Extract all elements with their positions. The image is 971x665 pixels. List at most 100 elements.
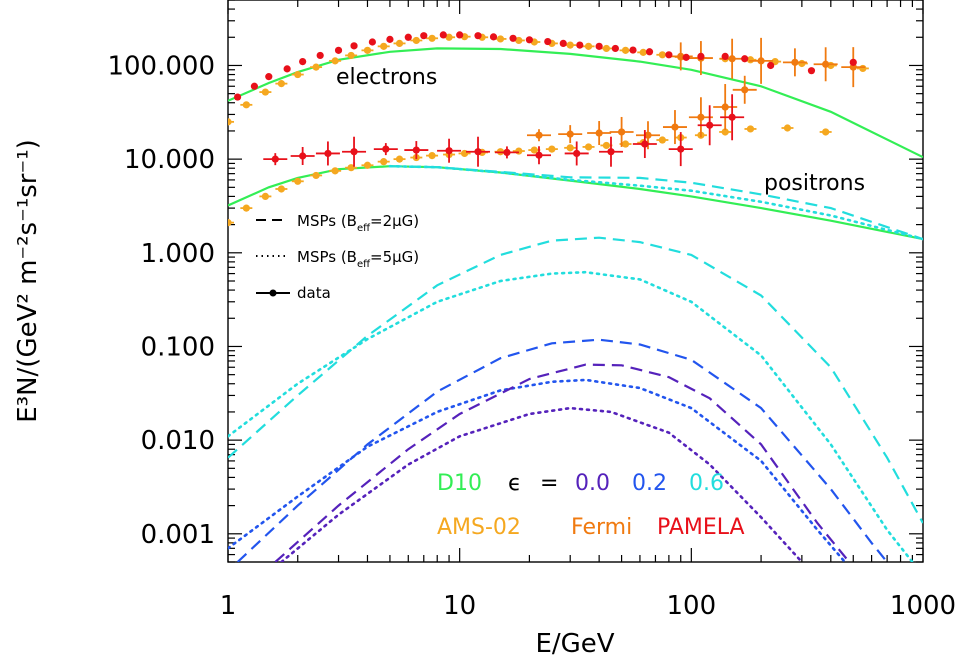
data-point bbox=[342, 136, 367, 167]
positrons-label: positrons bbox=[764, 171, 865, 196]
key-ams02: AMS-02 bbox=[437, 515, 521, 540]
data-point bbox=[377, 158, 390, 166]
data-point bbox=[564, 141, 589, 166]
data-point bbox=[233, 93, 242, 101]
data-point bbox=[611, 44, 619, 53]
data-point bbox=[393, 155, 406, 163]
data-point bbox=[732, 75, 757, 104]
data-point bbox=[316, 51, 324, 60]
tick-labels: 1 10 100 1000 100.000 10.000 1.000 0.100 0.010 0.… bbox=[107, 51, 956, 621]
data-point bbox=[275, 185, 288, 193]
data-point bbox=[265, 73, 273, 81]
data-point bbox=[489, 33, 498, 41]
data-point bbox=[813, 47, 838, 82]
data-point bbox=[525, 36, 534, 44]
data-point bbox=[426, 34, 439, 42]
data-point bbox=[559, 39, 567, 48]
data-point bbox=[741, 55, 749, 63]
data-point bbox=[456, 31, 464, 39]
data-point bbox=[841, 47, 866, 88]
key-fermi: Fermi bbox=[571, 515, 632, 540]
x-tick-label: 1 bbox=[220, 591, 237, 621]
model-key: D10 ϵ = 0.0 0.2 0.6 AMS-02 Fermi PAMELA bbox=[437, 471, 745, 540]
data-point bbox=[744, 125, 757, 133]
data-point bbox=[334, 46, 343, 54]
data-point bbox=[598, 136, 623, 167]
series-line bbox=[388, 164, 923, 241]
x-tick-label: 10 bbox=[443, 591, 476, 621]
data-point bbox=[582, 42, 595, 50]
key-eps-0: 0.0 bbox=[575, 471, 610, 496]
electrons-label: electrons bbox=[336, 65, 437, 90]
legend-data-marker bbox=[269, 289, 277, 297]
data-point bbox=[250, 82, 258, 90]
y-tick-label: 0.010 bbox=[141, 426, 215, 456]
data-point bbox=[781, 124, 794, 132]
data-point bbox=[526, 129, 551, 142]
x-tick-label: 1000 bbox=[890, 591, 956, 621]
data-point bbox=[299, 57, 307, 66]
data-point bbox=[720, 94, 745, 141]
data-point bbox=[682, 53, 690, 61]
data-point bbox=[512, 147, 525, 155]
data-point bbox=[662, 110, 687, 145]
key-d10: D10 bbox=[437, 471, 482, 496]
data-point bbox=[807, 67, 816, 75]
data-point bbox=[544, 37, 552, 46]
series-line bbox=[228, 270, 914, 562]
series-line bbox=[389, 165, 923, 241]
data-point bbox=[595, 42, 603, 50]
data-point bbox=[526, 146, 551, 165]
data-point bbox=[393, 39, 406, 48]
data-point bbox=[697, 52, 705, 60]
key-pamela: PAMELA bbox=[657, 515, 745, 540]
data-point bbox=[545, 145, 558, 153]
data-point bbox=[629, 46, 637, 54]
key-equals: = bbox=[540, 471, 558, 496]
data-point bbox=[310, 171, 323, 180]
data-point bbox=[564, 144, 577, 152]
series-line bbox=[228, 236, 923, 524]
data-point bbox=[582, 143, 595, 151]
data-point bbox=[329, 57, 342, 65]
data-point bbox=[345, 51, 358, 60]
data-point bbox=[420, 32, 428, 40]
data-point bbox=[310, 63, 323, 71]
data-point bbox=[377, 42, 390, 50]
data-point bbox=[656, 136, 669, 144]
data-point bbox=[315, 141, 340, 166]
data-point bbox=[782, 48, 807, 77]
data-point bbox=[361, 161, 374, 169]
data-point bbox=[228, 118, 234, 126]
legend-entry-data: data bbox=[297, 284, 331, 302]
legend-entry-dashed: MSPs (Beff=2μG) bbox=[297, 212, 419, 234]
data-point bbox=[466, 136, 491, 167]
data-point bbox=[719, 128, 732, 136]
y-tick-label: 100.000 bbox=[107, 51, 215, 81]
key-eps-06: 0.6 bbox=[689, 471, 724, 496]
y-tick-label: 0.001 bbox=[141, 520, 215, 550]
data-point bbox=[240, 204, 253, 212]
key-eps-02: 0.2 bbox=[632, 471, 667, 496]
data-point bbox=[576, 41, 584, 49]
data-point bbox=[373, 143, 398, 156]
data-point bbox=[849, 58, 857, 66]
data-point bbox=[290, 147, 315, 166]
data-point bbox=[668, 132, 693, 167]
data-point bbox=[713, 84, 738, 131]
data-point bbox=[819, 128, 832, 136]
y-tick-label: 10.000 bbox=[124, 145, 215, 175]
data-point bbox=[275, 80, 288, 88]
legend-entry-dotted: MSPs (Beff=5μG) bbox=[297, 248, 419, 270]
data-point bbox=[749, 37, 774, 84]
series-line bbox=[228, 378, 847, 562]
data-point bbox=[228, 219, 234, 227]
data-point bbox=[259, 88, 272, 96]
data-point bbox=[665, 51, 673, 59]
data-point bbox=[632, 130, 657, 159]
data-point bbox=[856, 64, 869, 73]
data-point bbox=[345, 164, 358, 172]
data-point bbox=[558, 125, 583, 144]
series-line bbox=[274, 363, 851, 562]
y-axis-label: E³N/(GeV² m⁻²s⁻¹sr⁻¹) bbox=[13, 139, 43, 423]
